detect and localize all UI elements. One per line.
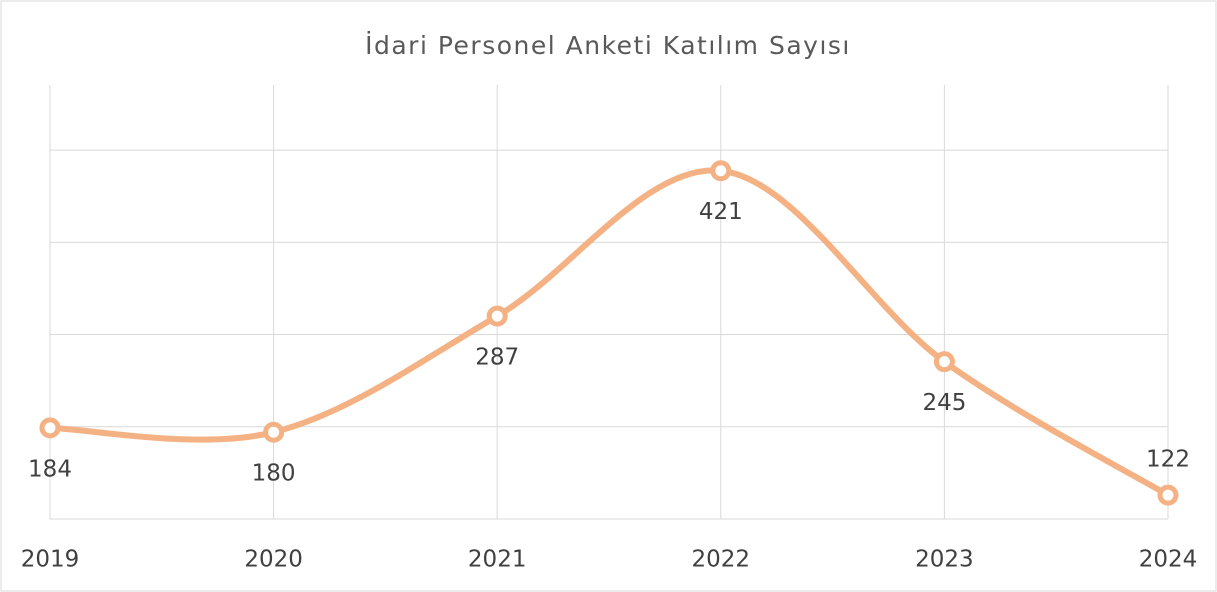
x-tick-label: 2019 <box>21 547 80 573</box>
marker <box>1157 484 1179 506</box>
line <box>47 167 1171 499</box>
data-label: 421 <box>699 199 743 225</box>
marker <box>486 305 508 327</box>
data-label: 245 <box>922 390 966 416</box>
data-label: 287 <box>475 345 519 371</box>
x-tick-label: 2021 <box>468 547 527 573</box>
x-tick-label: 2024 <box>1139 547 1198 573</box>
x-tick-label: 2023 <box>915 547 974 573</box>
marker <box>39 417 61 439</box>
marker <box>933 351 955 373</box>
x-tick-label: 2022 <box>692 547 751 573</box>
data-label: 180 <box>252 461 296 487</box>
marker <box>710 160 732 182</box>
data-label: 122 <box>1146 447 1190 473</box>
marker <box>263 421 285 443</box>
data-label: 184 <box>28 456 72 482</box>
x-tick-label: 2020 <box>244 547 303 573</box>
chart-title: İdari Personel Anketi Katılım Sayısı <box>365 31 851 60</box>
